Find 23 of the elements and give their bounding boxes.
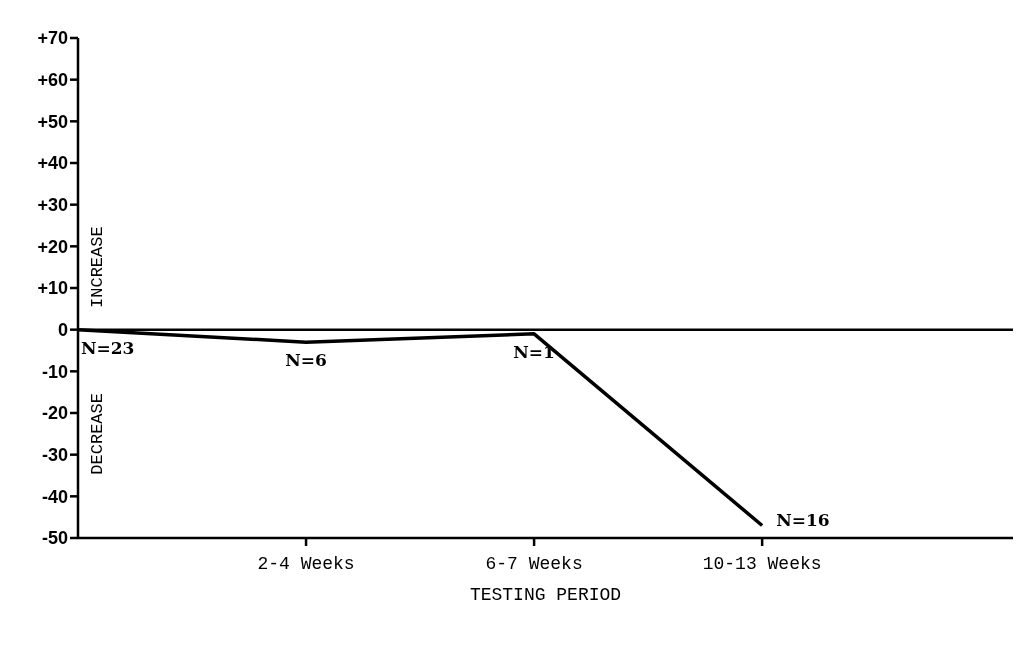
y-tick-label: -10 — [41, 361, 68, 382]
annotation: N=6 — [285, 350, 327, 371]
x-axis-title: TESTING PERIOD — [469, 585, 622, 605]
y-tick-label: +30 — [37, 195, 68, 216]
annotation: INCREASE — [88, 226, 107, 308]
y-tick-label: -50 — [41, 528, 68, 549]
annotation: N=23 — [81, 337, 135, 358]
y-tick-label: +10 — [37, 278, 68, 299]
y-tick-label: +50 — [37, 111, 68, 132]
annotation: N=16 — [776, 509, 830, 530]
y-tick-label: +20 — [37, 236, 68, 257]
y-tick-label: +70 — [37, 28, 68, 49]
y-tick-label: -20 — [41, 403, 68, 424]
annotation: DECREASE — [88, 393, 107, 475]
annotation: N=1 — [513, 341, 555, 362]
x-tick-label: 10-13 Weeks — [702, 553, 822, 574]
y-tick-label: +40 — [37, 153, 68, 174]
x-tick-label: 6-7 Weeks — [485, 553, 583, 574]
x-tick-label: 2-4 Weeks — [257, 553, 355, 574]
y-tick-label: -30 — [41, 445, 68, 466]
y-tick-label: +60 — [37, 70, 68, 91]
y-tick-label: -40 — [41, 486, 68, 507]
y-tick-label: 0 — [57, 320, 68, 341]
